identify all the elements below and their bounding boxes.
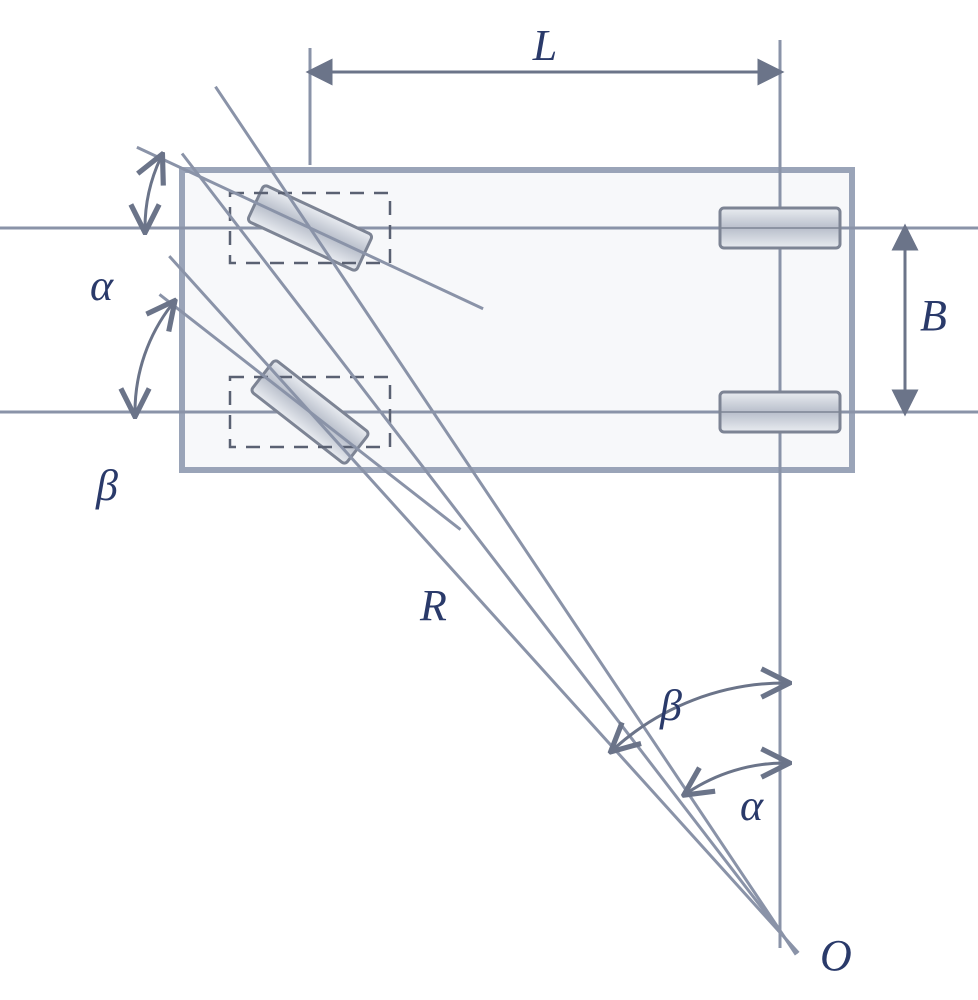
angle-beta-bottom-arc	[614, 683, 785, 749]
label-o: O	[820, 931, 852, 980]
angle-beta-left-label: β	[95, 461, 118, 510]
label-l: L	[532, 21, 557, 70]
label-beta-bottom: β	[659, 681, 682, 730]
angle-alpha-top-label: α	[90, 261, 114, 310]
angle-beta-left-arc	[135, 304, 172, 412]
ackermann-steering-diagram: L B Rα β α β O	[0, 0, 978, 1000]
label-b: B	[920, 291, 947, 340]
angle-alpha-top-arc	[145, 158, 160, 228]
label-r: R	[419, 581, 447, 630]
wheel-rear-upper	[720, 208, 840, 248]
angle-alpha-bottom-arc	[688, 763, 785, 793]
wheel-rear-lower	[720, 392, 840, 432]
label-alpha-bottom: α	[740, 781, 764, 830]
